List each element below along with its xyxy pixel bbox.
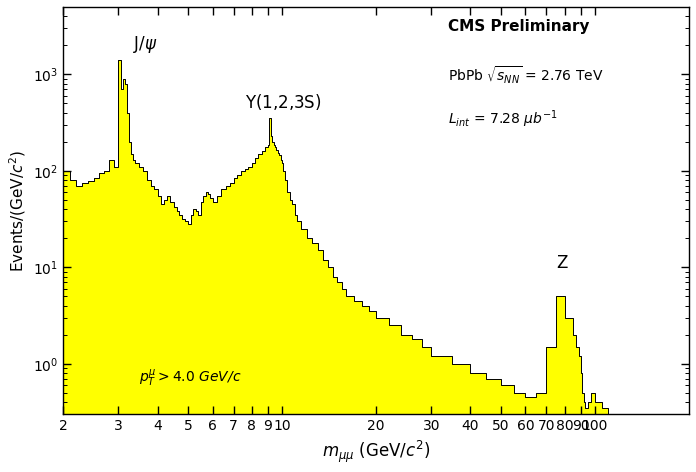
Y-axis label: Events/(GeV/$c^2$): Events/(GeV/$c^2$) — [7, 150, 28, 272]
Text: J/$\psi$: J/$\psi$ — [134, 34, 158, 55]
Text: Z: Z — [556, 254, 567, 272]
Text: $\Upsilon$(1,2,3S): $\Upsilon$(1,2,3S) — [245, 92, 322, 112]
Text: $p_T^\mu > 4.0$ GeV/$c$: $p_T^\mu > 4.0$ GeV/$c$ — [139, 368, 242, 389]
Text: CMS Preliminary: CMS Preliminary — [448, 19, 590, 34]
X-axis label: $m_{\mu\mu}$ (GeV/$c^2$): $m_{\mu\mu}$ (GeV/$c^2$) — [322, 439, 430, 465]
Text: $L_{int}$ = 7.28 $\mu b^{-1}$: $L_{int}$ = 7.28 $\mu b^{-1}$ — [448, 109, 558, 130]
Text: PbPb $\sqrt{s_{NN}}$ = 2.76 TeV: PbPb $\sqrt{s_{NN}}$ = 2.76 TeV — [448, 64, 603, 86]
